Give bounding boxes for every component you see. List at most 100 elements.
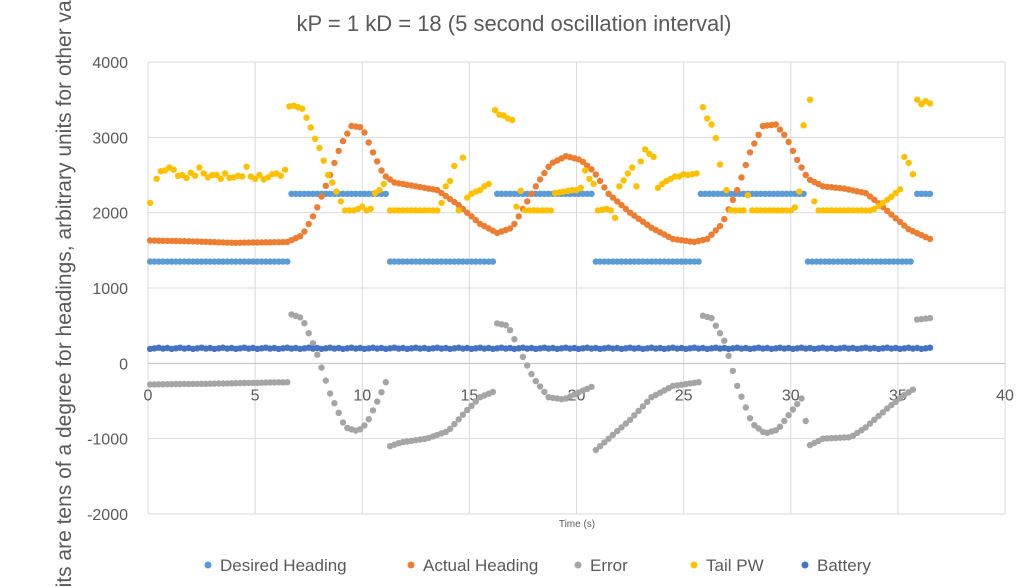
- error-point: [502, 322, 509, 329]
- tail-pw-point: [337, 198, 344, 205]
- actual-heading-point: [515, 213, 522, 220]
- actual-heading-point: [618, 201, 625, 209]
- error-point: [326, 390, 334, 397]
- error-point: [639, 403, 647, 410]
- legend-label: Error: [590, 556, 628, 575]
- tail-pw-point: [509, 116, 516, 124]
- legend-label: Desired Heading: [220, 556, 347, 575]
- tail-pw-point: [191, 172, 199, 179]
- actual-heading-point: [374, 158, 381, 165]
- error-point: [331, 400, 338, 407]
- error-point: [879, 409, 887, 416]
- tail-pw-point: [324, 171, 332, 179]
- tail-pw-point: [491, 107, 499, 114]
- actual-heading-point: [584, 162, 591, 169]
- x-tick-label: 30: [782, 387, 800, 404]
- tail-pw-point: [320, 157, 327, 164]
- error-point: [524, 362, 531, 369]
- actual-heading-point: [926, 235, 934, 243]
- actual-heading-point: [734, 186, 741, 194]
- tail-pw-point: [723, 186, 730, 194]
- y-tick-label: 2000: [92, 206, 128, 223]
- actual-heading-point: [524, 198, 531, 205]
- error-point: [301, 320, 308, 327]
- actual-heading-point: [472, 217, 479, 224]
- error-point: [532, 377, 539, 385]
- error-point: [712, 322, 719, 329]
- tail-pw-point: [616, 183, 623, 190]
- tail-pw-point: [811, 198, 818, 205]
- legend-marker: [204, 561, 212, 569]
- error-point: [314, 351, 321, 358]
- error-point: [746, 415, 754, 422]
- actual-heading-point: [339, 137, 347, 145]
- error-point: [305, 330, 312, 337]
- actual-heading-point: [296, 233, 304, 240]
- tail-pw-point: [744, 192, 752, 199]
- error-point: [734, 382, 741, 390]
- error-point: [369, 407, 377, 414]
- tail-pw-point: [581, 167, 589, 174]
- actual-heading-point: [506, 225, 514, 232]
- error-point: [626, 416, 634, 423]
- actual-heading-point: [356, 124, 364, 131]
- error-point: [802, 417, 809, 425]
- error-point: [322, 377, 329, 384]
- tail-pw-point: [451, 162, 458, 170]
- actual-heading-point: [614, 198, 621, 205]
- actual-heading-point: [776, 126, 784, 133]
- tail-pw-point: [256, 171, 263, 179]
- desired-heading-point: [489, 258, 497, 265]
- legend-item-desired-heading: Desired Heading: [204, 556, 347, 575]
- error-point: [335, 409, 342, 416]
- error-point: [511, 336, 518, 343]
- error-point: [596, 443, 604, 450]
- tail-pw-point: [307, 124, 314, 131]
- tail-pw-point: [442, 183, 449, 190]
- tail-pw-point: [716, 161, 724, 168]
- actual-heading-point: [704, 235, 711, 243]
- tail-pw-point: [459, 154, 467, 161]
- error-point: [464, 406, 471, 414]
- tail-pw-point: [704, 115, 711, 122]
- tail-pw-point: [299, 105, 306, 112]
- desired-heading-point: [926, 190, 934, 197]
- y-tick-label: 0: [119, 356, 128, 373]
- error-point: [451, 420, 458, 428]
- error-point: [789, 406, 797, 413]
- tail-pw-point: [281, 166, 289, 173]
- tail-pw-point: [316, 144, 323, 152]
- actual-heading-point: [301, 228, 308, 235]
- error-point: [695, 379, 702, 386]
- actual-heading-point: [609, 194, 617, 201]
- error-point: [309, 340, 317, 347]
- y-tick-label: -1000: [87, 432, 128, 449]
- tail-pw-point: [376, 186, 383, 194]
- legend-item-error: Error: [574, 556, 628, 575]
- tail-pw-point: [329, 179, 336, 186]
- tail-pw-point: [217, 175, 224, 182]
- error-point: [374, 398, 381, 405]
- tail-pw-point: [485, 180, 492, 188]
- actual-heading-point: [781, 131, 788, 138]
- tail-pw-point: [629, 164, 636, 171]
- tail-pw-point: [800, 122, 807, 129]
- actual-heading-point: [361, 129, 368, 136]
- actual-heading-point: [309, 213, 317, 220]
- error-point: [446, 425, 454, 432]
- tail-pw-point: [183, 174, 190, 182]
- tail-pw-point: [708, 121, 715, 128]
- error-point: [721, 337, 728, 344]
- actual-heading-point: [369, 149, 377, 156]
- error-point: [601, 439, 608, 446]
- error-point: [862, 424, 869, 431]
- error-point: [896, 395, 904, 402]
- tail-pw-point: [791, 204, 799, 211]
- tail-pw-point: [311, 135, 319, 142]
- actual-heading-point: [721, 215, 728, 223]
- x-axis-title: Time (s): [559, 519, 595, 530]
- actual-heading-point: [802, 171, 809, 179]
- actual-heading-point: [318, 193, 325, 200]
- actual-heading-point: [785, 138, 792, 146]
- tail-pw-point: [438, 199, 445, 207]
